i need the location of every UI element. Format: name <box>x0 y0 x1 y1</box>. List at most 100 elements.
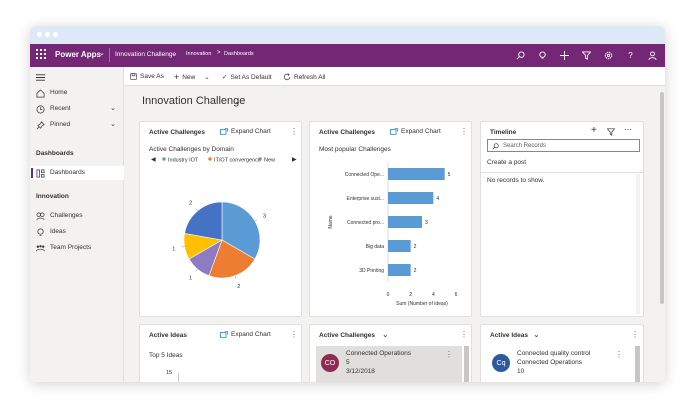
scrollbar-thumb[interactable] <box>660 92 664 304</box>
bar[interactable] <box>388 192 434 204</box>
expand-chart-button[interactable]: Expand Chart <box>390 128 441 135</box>
more-options-icon[interactable]: ⋮ <box>290 330 298 339</box>
more-options-icon[interactable]: ⋮ <box>445 350 453 359</box>
chart-title: Top 5 Ideas <box>149 352 183 359</box>
leader-line <box>254 219 258 222</box>
data-label: 2 <box>189 200 192 206</box>
help-icon[interactable]: ? <box>628 50 633 60</box>
list-item[interactable]: Cq Connected quality control Connected O… <box>487 346 633 382</box>
breadcrumb-page[interactable]: Dashboards <box>224 51 254 57</box>
refresh-all-label: Refresh All <box>294 73 326 81</box>
gear-icon[interactable] <box>602 48 615 62</box>
sidebar-item-challenges[interactable]: Challenges <box>30 209 124 223</box>
sidebar-item-recent[interactable]: Recent ⌄ <box>30 102 124 116</box>
chevron-down-icon[interactable]: ⌄ <box>382 330 389 339</box>
timeline-scrollbar[interactable] <box>636 174 640 314</box>
plus-icon: + <box>174 72 180 82</box>
legend-marker <box>258 157 262 161</box>
expand-chart-label: Expand Chart <box>231 331 271 338</box>
timeline-search-input[interactable]: Search Records <box>487 139 640 152</box>
active-challenges-pie-card: Active Challenges Expand Chart ⋮ Active … <box>139 121 302 317</box>
chevron-down-icon[interactable]: ⌄ <box>110 121 116 128</box>
chevron-down-icon[interactable]: ⌄ <box>533 330 540 339</box>
chevron-down-icon[interactable]: ⌄ <box>234 97 241 106</box>
list-item[interactable]: CO Connected Operations 5 3/12/2018 ⋮ <box>316 346 462 382</box>
data-label: 4 <box>436 196 439 202</box>
sidebar-item-home[interactable]: Home <box>30 86 124 100</box>
chevron-down-icon[interactable]: ⌄ <box>204 74 210 81</box>
card-title: Active Ideas <box>490 332 528 339</box>
avatar: Cq <box>492 354 510 372</box>
legend-next-icon[interactable]: ▶ <box>292 157 297 163</box>
add-icon[interactable]: + <box>591 125 597 136</box>
more-options-icon[interactable]: ⋮ <box>460 127 468 136</box>
sidebar-item-ideas[interactable]: Ideas <box>30 225 124 239</box>
pie-slice[interactable] <box>184 201 223 241</box>
legend-label[interactable]: IT/OT convergence <box>214 158 261 164</box>
legend-prev-icon[interactable]: ◀ <box>151 157 156 163</box>
expand-chart-icon <box>220 331 228 338</box>
search-icon[interactable] <box>514 48 527 62</box>
bar[interactable] <box>388 240 411 252</box>
leader-line <box>181 246 185 248</box>
active-ideas-chart-card: Active Ideas Expand Chart ⋮ Top 5 Ideas … <box>139 324 302 382</box>
sidebar-item-team-projects[interactable]: Team Projects <box>30 241 124 255</box>
save-as-icon <box>130 73 137 80</box>
expand-chart-icon <box>220 128 228 135</box>
pie-slices: 3 2 1 1 2 <box>172 200 266 290</box>
filter-icon[interactable] <box>580 48 593 62</box>
app-header: Power Apps ⌄ Innovation Challenge Innova… <box>30 44 665 67</box>
sidebar-section-innovation: Innovation <box>36 193 69 200</box>
pie-chart: ◀ ▶ Industry IOT IT/OT convergence New 3 2 1… <box>151 157 297 290</box>
save-as-label: Save As <box>140 73 164 80</box>
legend-marker <box>162 157 166 161</box>
list-scrollbar[interactable] <box>635 346 640 382</box>
expand-chart-button[interactable]: Expand Chart <box>220 128 271 135</box>
hamburger-button[interactable] <box>30 70 124 84</box>
more-options-icon[interactable]: ⋮ <box>631 330 639 339</box>
bar[interactable] <box>388 264 411 276</box>
breadcrumb-area[interactable]: Innovation <box>186 51 212 57</box>
window-dot <box>37 32 42 37</box>
dashboard-main: Innovation Challenge ⌄ Active Challenges… <box>124 86 665 382</box>
user-icon[interactable] <box>646 48 659 62</box>
chart-title: Active Challenges by Domain <box>149 146 234 153</box>
more-options-icon[interactable]: ⋯ <box>624 125 632 134</box>
leader-line <box>195 268 198 272</box>
challenge-date: 3/12/2018 <box>346 368 375 375</box>
plus-icon[interactable] <box>558 48 571 62</box>
challenge-count: 5 <box>346 359 350 366</box>
command-bar: Save As + New ⌄ ✓ Set As Default Refresh… <box>124 67 665 86</box>
app-window: Power Apps ⌄ Innovation Challenge Innova… <box>30 26 665 382</box>
sidebar-item-dashboards[interactable]: Dashboards <box>30 166 124 180</box>
bar[interactable] <box>388 216 422 228</box>
more-options-icon[interactable]: ⋮ <box>460 330 468 339</box>
sidebar-item-pinned[interactable]: Pinned ⌄ <box>30 118 124 132</box>
list-scrollbar[interactable] <box>464 346 469 382</box>
app-name[interactable]: Power Apps <box>55 50 101 59</box>
legend-label[interactable]: New <box>264 158 275 164</box>
legend-label[interactable]: Industry IOT <box>168 158 199 164</box>
app-title[interactable]: Innovation Challenge <box>115 51 177 58</box>
more-options-icon[interactable]: ⋮ <box>615 350 623 359</box>
bar[interactable] <box>388 168 445 180</box>
pie-slice[interactable] <box>208 239 256 279</box>
save-as-button[interactable]: Save As <box>130 73 164 80</box>
x-axis-label: Sum (Number of ideas) <box>396 301 448 307</box>
set-as-default-label: Set As Default <box>230 73 272 81</box>
lightbulb-icon[interactable] <box>536 48 549 62</box>
expand-chart-button[interactable]: Expand Chart <box>220 331 271 338</box>
bar-chart: Connected Ope... 5 Enterprise sust... 4 Conn… <box>328 162 458 307</box>
new-button[interactable]: + New ⌄ <box>174 72 210 82</box>
refresh-all-button[interactable]: Refresh All <box>283 73 325 81</box>
filter-icon[interactable] <box>607 128 615 136</box>
waffle-icon[interactable] <box>36 49 48 61</box>
page-scrollbar[interactable] <box>659 86 665 382</box>
chevron-down-icon[interactable]: ⌄ <box>110 105 116 112</box>
chevron-down-icon[interactable]: ⌄ <box>99 50 105 57</box>
set-as-default-button[interactable]: ✓ Set As Default <box>222 73 272 82</box>
create-post-link[interactable]: Create a post <box>487 159 527 166</box>
more-options-icon[interactable]: ⋮ <box>290 127 298 136</box>
new-label: New <box>182 73 196 81</box>
data-label: 3 <box>263 214 266 220</box>
